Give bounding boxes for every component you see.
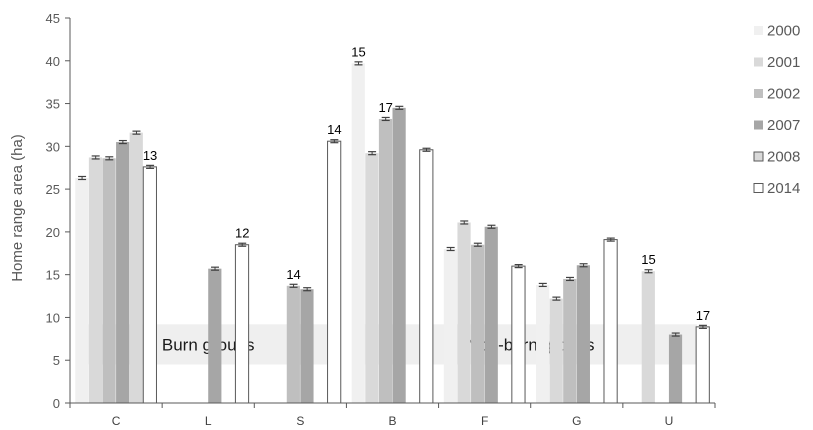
bar-B-2000 (351, 63, 365, 403)
bar-S-2007 (300, 289, 314, 403)
bar-F-2002 (471, 244, 485, 403)
y-tick-label: 15 (46, 268, 60, 283)
bar-B-2002 (378, 118, 393, 403)
legend-label: 2001 (767, 54, 800, 71)
bar-G-2002 (563, 278, 577, 403)
bar-C-2001 (88, 157, 103, 403)
bar-C-2002 (102, 158, 116, 403)
y-tick-label: 5 (53, 353, 60, 368)
legend-label: 2000 (767, 23, 800, 40)
data-label: 13 (143, 148, 157, 163)
bar-F-2007 (484, 226, 498, 403)
legend-swatch (754, 26, 763, 35)
bar-G-2001 (549, 298, 563, 403)
bar-C-2008 (129, 132, 143, 403)
y-tick-label: 0 (53, 396, 60, 411)
axes: 0 5 10 15 20 25 30 35 40 45 C L S B F G U (46, 11, 716, 428)
bar-L-2007 (208, 268, 222, 403)
bar-F-2001 (457, 222, 471, 403)
data-label: 17 (696, 308, 710, 323)
y-tick-label: 25 (46, 182, 60, 197)
bar-G-2000 (535, 284, 550, 403)
y-tick-label: 30 (46, 139, 60, 154)
y-tick-label: 35 (46, 97, 60, 112)
legend-label: 2014 (767, 180, 800, 197)
group-band-label: Burn groups (162, 335, 255, 354)
legend: 2000 2001 2002 2007 2008 2014 (753, 23, 800, 197)
bar-L-2014 (234, 244, 250, 404)
bar-G-2014 (603, 239, 618, 404)
legend-swatch (753, 151, 764, 162)
x-tick-label: L (205, 414, 212, 428)
y-tick-label: 20 (46, 225, 60, 240)
data-label: 14 (286, 267, 300, 282)
bar-G-2007 (576, 265, 590, 403)
legend-swatch (754, 57, 763, 67)
legend-label: 2008 (767, 149, 800, 166)
bar-S-2014 (327, 140, 342, 404)
bar-U-2014 (695, 326, 710, 404)
y-tick-label: 40 (46, 54, 60, 69)
legend-swatch (754, 89, 763, 98)
y-axis-title: Home range area (ha) (9, 134, 26, 282)
x-tick-label: F (481, 414, 488, 428)
data-label: 12 (235, 226, 249, 241)
bar-S-2002 (286, 285, 300, 403)
x-tick-label: G (572, 414, 581, 428)
bar-B-2014 (419, 149, 434, 404)
legend-label: 2007 (767, 117, 800, 134)
x-tick-label: C (112, 414, 121, 428)
data-labels: 13 12 14 14 15 17 15 17 (143, 44, 710, 323)
data-label: 15 (641, 252, 655, 267)
bar-U-2001 (641, 271, 655, 403)
bar-F-2000 (443, 249, 458, 403)
y-tick-label: 10 (46, 310, 60, 325)
data-label: 15 (351, 44, 365, 59)
bar-C-2000 (75, 177, 89, 403)
y-tick-label: 45 (46, 11, 60, 26)
legend-label: 2002 (767, 86, 800, 103)
bars (75, 61, 710, 404)
bar-U-2007 (668, 334, 683, 403)
x-tick-label: U (665, 414, 674, 428)
x-tick-label: S (296, 414, 304, 428)
data-label: 14 (327, 122, 341, 137)
x-tick-label: B (388, 414, 396, 428)
bar-C-2014 (142, 166, 157, 404)
data-label: 17 (378, 100, 392, 115)
bar-F-2014 (511, 265, 526, 404)
bar-B-2007 (392, 107, 406, 403)
bar-B-2001 (365, 153, 379, 403)
bar-C-2007 (116, 142, 130, 404)
legend-swatch (754, 120, 763, 130)
legend-swatch (753, 183, 764, 193)
